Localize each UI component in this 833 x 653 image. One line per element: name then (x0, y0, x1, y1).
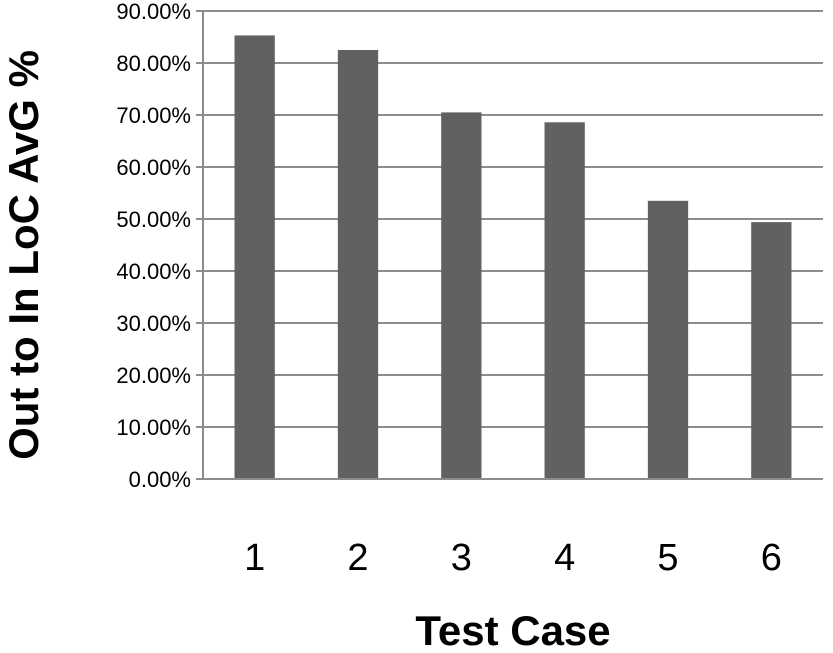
x-tick-label: 3 (451, 537, 472, 579)
y-tick-label: 80.00% (116, 51, 191, 76)
x-tick-label: 5 (657, 537, 678, 579)
bar (441, 112, 482, 480)
bar (234, 35, 275, 479)
x-tick-label: 4 (554, 537, 575, 579)
x-axis-title: Test Case (415, 607, 610, 653)
x-tick-label: 2 (347, 537, 368, 579)
bar (544, 122, 585, 479)
y-tick-label: 0.00% (129, 467, 191, 492)
y-tick-labels: 0.00% 10.00% 20.00% 30.00% 40.00% 50.00% 60.00… (116, 0, 191, 492)
x-tick-label: 1 (244, 537, 265, 579)
bars (234, 35, 792, 480)
y-tick-label: 50.00% (116, 207, 191, 232)
y-tick-label: 10.00% (116, 415, 191, 440)
y-tick-label: 40.00% (116, 259, 191, 284)
y-tick-label: 90.00% (116, 0, 191, 24)
bar (647, 200, 689, 480)
x-tick-labels: 1 2 3 4 5 6 (244, 537, 782, 579)
gridlines (196, 10, 823, 480)
bar (751, 222, 792, 479)
y-tick-label: 20.00% (116, 363, 191, 388)
bar (337, 50, 379, 479)
y-tick-label: 60.00% (116, 155, 191, 180)
y-tick-label: 30.00% (116, 311, 191, 336)
x-tick-label: 6 (761, 537, 782, 579)
y-tick-label: 70.00% (116, 103, 191, 128)
y-axis-title: Out to In LoC AvG % (0, 50, 47, 460)
